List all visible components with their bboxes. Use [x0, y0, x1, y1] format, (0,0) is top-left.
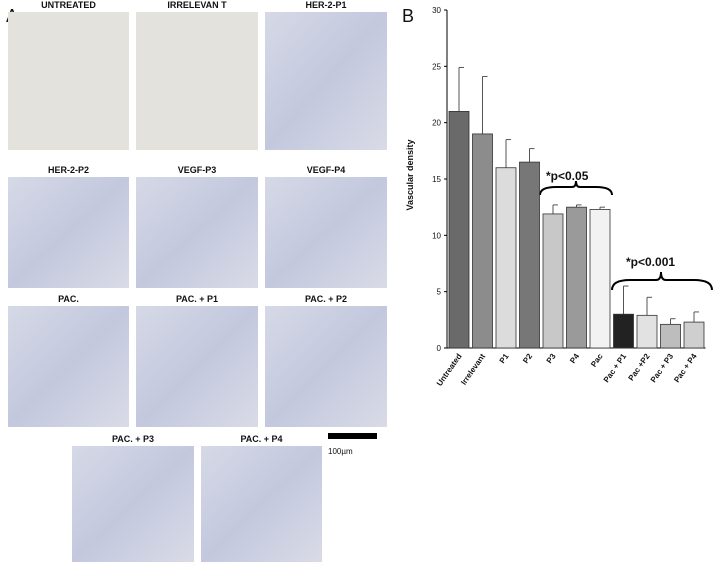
image-label: UNTREATED — [41, 0, 96, 10]
x-tick-label: Pac — [589, 352, 605, 369]
micrograph — [136, 12, 258, 150]
brace — [539, 180, 613, 196]
micrograph — [136, 306, 258, 427]
micrograph — [265, 177, 387, 288]
y-tick-label: 30 — [432, 6, 441, 15]
bar — [589, 209, 611, 349]
image-label: PAC. + P4 — [240, 434, 282, 444]
brace — [611, 271, 713, 291]
scale-bar — [328, 433, 377, 439]
y-tick-label: 10 — [432, 231, 441, 240]
image-label: HER-2-P2 — [48, 165, 89, 175]
micrograph — [8, 306, 129, 427]
micrograph — [201, 446, 322, 562]
image-label: VEGF-P4 — [307, 165, 346, 175]
bar — [495, 167, 517, 349]
x-tick-label: P1 — [498, 352, 511, 366]
y-tick-label: 15 — [432, 175, 441, 184]
x-tick-label: Pac + P1 — [602, 352, 629, 385]
micrograph — [265, 12, 387, 150]
scale-label: 100µm — [328, 447, 353, 456]
annotation: *p<0.001 — [626, 255, 675, 269]
y-axis-label: Vascular density — [405, 139, 415, 210]
bar — [566, 206, 587, 349]
image-label: PAC. + P1 — [176, 294, 218, 304]
image-label: VEGF-P3 — [178, 165, 217, 175]
bar — [636, 314, 658, 349]
bar — [519, 161, 540, 349]
bar — [660, 323, 681, 349]
micrograph — [265, 306, 387, 427]
micrograph — [8, 177, 129, 288]
micrograph — [136, 177, 258, 288]
micrographs — [8, 12, 387, 562]
bar — [448, 111, 470, 349]
micrograph — [8, 12, 129, 150]
y-tick-label: 0 — [437, 344, 442, 353]
y-tick-label: 20 — [432, 119, 441, 128]
x-tick-label: P2 — [521, 352, 534, 366]
y-tick-label: 5 — [437, 288, 442, 297]
annotation: *p<0.05 — [546, 169, 589, 183]
image-label: PAC. — [58, 294, 79, 304]
x-tick-label: P4 — [568, 352, 581, 366]
bar — [683, 321, 705, 349]
x-tick-label: P3 — [545, 352, 558, 366]
bar — [472, 133, 493, 349]
image-label: IRRELEVAN T — [167, 0, 227, 10]
y-tick-label: 25 — [432, 62, 441, 71]
panel-label: B — [402, 6, 414, 26]
micrograph — [72, 446, 194, 562]
bar — [613, 313, 634, 349]
x-tick-label: Pac +P2 — [627, 352, 652, 383]
bar — [542, 213, 564, 349]
image-label: PAC. + P2 — [305, 294, 347, 304]
image-label: PAC. + P3 — [112, 434, 154, 444]
image-label: HER-2-P1 — [305, 0, 346, 10]
x-tick-label: Pac + P4 — [672, 352, 699, 385]
